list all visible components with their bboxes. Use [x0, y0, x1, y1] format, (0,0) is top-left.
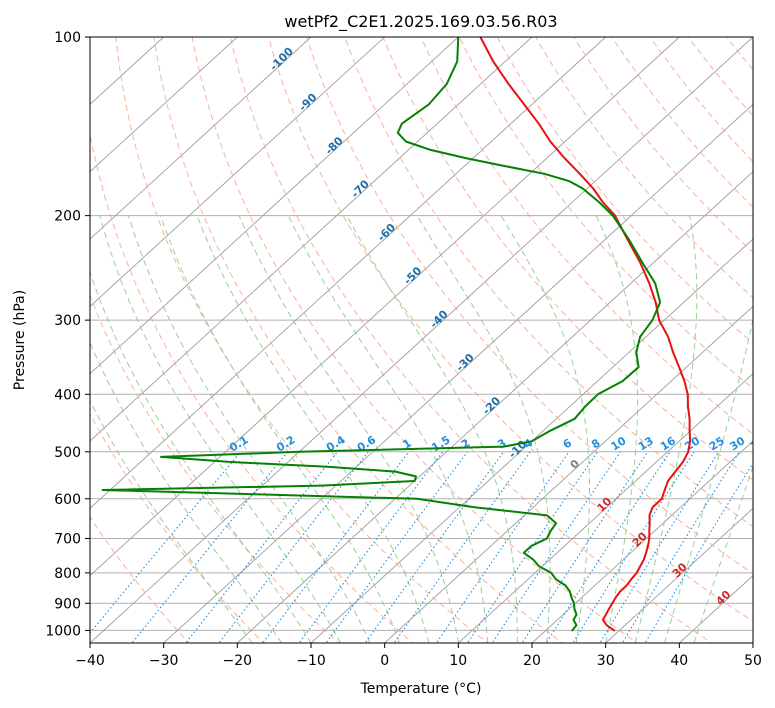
- mixing-ratio-line: [521, 451, 649, 643]
- mixing-ratio-line: [131, 451, 289, 643]
- dry-adiabat-line: [649, 37, 753, 163]
- dry-adiabat-line: [115, 37, 489, 643]
- moist-adiabat-line: [238, 215, 459, 643]
- moist-adiabat-line: [500, 215, 590, 643]
- mixing-ratio-line: [185, 451, 339, 643]
- isotherm-line: [458, 373, 753, 643]
- mixing-ratio-line: [298, 451, 444, 643]
- dry-adiabat-line: [153, 37, 564, 643]
- isotherm-line: [90, 37, 459, 375]
- dewpoint-profile-line: [101, 37, 662, 632]
- x-tick-label: 20: [523, 653, 541, 669]
- mixing-ratio-line: [435, 451, 570, 643]
- mixing-ratio-line: [599, 451, 720, 643]
- dry-adiabat-line: [535, 37, 753, 299]
- isotherm-line: [90, 37, 753, 643]
- x-tick-label: −30: [149, 653, 179, 669]
- moist-adiabat-line: [90, 270, 312, 643]
- y-tick-label: 700: [54, 532, 81, 548]
- x-tick-label: 30: [597, 653, 615, 669]
- y-tick-label: 900: [54, 596, 81, 612]
- mixing-ratio-label: 36: [748, 434, 768, 453]
- x-tick-label: 40: [670, 653, 688, 669]
- y-tick-label: 500: [54, 445, 81, 461]
- moist-adiabat-line: [99, 215, 341, 643]
- y-tick-label: 400: [54, 387, 81, 403]
- dry-adiabat-line: [90, 131, 414, 643]
- y-tick-label: 800: [54, 566, 81, 582]
- temperature-profile-line: [479, 37, 692, 632]
- dry-adiabat-line: [458, 37, 753, 389]
- y-tick-label: 1000: [45, 623, 81, 639]
- y-axis-label: Pressure (hPa): [12, 290, 28, 390]
- dry-adiabat-line: [268, 37, 753, 623]
- plot-frame: [89, 36, 754, 644]
- isotherm-line: [605, 507, 753, 643]
- x-axis-label: Temperature (°C): [360, 681, 482, 697]
- moist-adiabat-line: [196, 215, 430, 643]
- sounding-profiles: [101, 37, 692, 632]
- x-tick-label: 0: [380, 653, 389, 669]
- isotherm-line: [90, 37, 238, 173]
- axes: −40 −30 −20 −10 0 10 20 30 40 50 1000 900 800 700 600 5…: [45, 30, 762, 669]
- x-tick-label: 50: [744, 653, 762, 669]
- moist-adiabat-line: [634, 215, 698, 643]
- mixing-ratio-line: [621, 451, 740, 643]
- dry-adiabat-line: [306, 37, 753, 575]
- y-tick-label: 200: [54, 209, 81, 225]
- y-tick-label: 300: [54, 313, 81, 329]
- mixing-ratio-line: [262, 451, 410, 643]
- isotherm-line: [90, 37, 680, 577]
- moist-adiabat-line: [90, 399, 253, 643]
- isotherm-line: [237, 171, 753, 643]
- isotherm-line: [90, 37, 385, 307]
- moist-adiabat-line: [693, 464, 753, 643]
- dry-adiabat-line: [90, 516, 190, 643]
- y-tick-label: 100: [54, 30, 81, 46]
- moist-adiabat-line: [664, 316, 753, 643]
- isotherm-line: [90, 37, 312, 240]
- x-tick-label: 10: [449, 653, 467, 669]
- mixing-ratio-line: [491, 451, 621, 643]
- mixing-ratio-line: [466, 451, 599, 643]
- moist-adiabat-line: [128, 215, 371, 643]
- x-tick-label: −40: [75, 653, 105, 669]
- chart-title: wetPf2_C2E1.2025.169.03.56.R03: [284, 12, 557, 32]
- moist-adiabat-line: [90, 341, 282, 643]
- moist-adiabat-line: [416, 215, 551, 643]
- isotherm-line: [90, 37, 533, 442]
- isotherm-line: [384, 305, 753, 643]
- moist-adiabat-line: [346, 215, 518, 643]
- mixing-ratio-line: [325, 451, 468, 643]
- y-tick-label: 600: [54, 492, 81, 508]
- dry-adiabat-line: [382, 37, 753, 481]
- dry-adiabat-line: [611, 37, 753, 208]
- dry-adiabat-line: [191, 37, 638, 643]
- x-tick-label: −10: [296, 653, 326, 669]
- moist-adiabat-line: [160, 215, 400, 643]
- dry-adiabat-line: [420, 37, 753, 435]
- isotherm-line: [531, 440, 753, 643]
- x-tick-label: −20: [223, 653, 253, 669]
- isotherm-line: [163, 103, 753, 643]
- moist-adiabat-line: [595, 215, 639, 643]
- mixing-ratio-line: [644, 462, 753, 643]
- isotherm-line: [90, 37, 606, 509]
- dry-adiabat-line: [229, 37, 713, 643]
